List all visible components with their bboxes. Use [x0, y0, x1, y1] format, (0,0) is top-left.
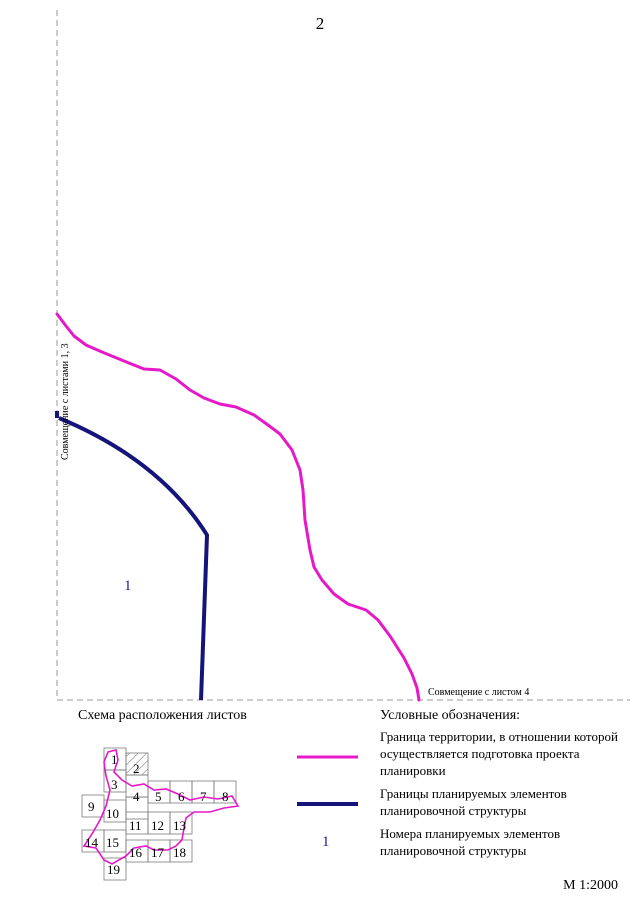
scheme-cell-1: 1	[111, 752, 118, 767]
left-alignment-label: Совмещение с листами 1, 3	[60, 343, 71, 460]
planned-element-number: 1	[124, 578, 132, 594]
scheme-cell-15: 15	[106, 835, 119, 850]
scheme-title: Схема расположения листов	[78, 708, 247, 723]
scheme-cell-19: 19	[107, 862, 120, 877]
territory-boundary-line	[55, 312, 421, 702]
map-scale: М 1:2000	[563, 878, 618, 893]
sheet-number: 2	[315, 14, 325, 33]
legend-element-text: Границы планируемых элементов планировоч…	[380, 786, 567, 818]
scheme-cell-4: 4	[133, 789, 140, 804]
scheme-territory-outline	[82, 749, 240, 865]
scheme-cell-7: 7	[200, 789, 207, 804]
scheme-cell-8: 8	[222, 789, 229, 804]
scheme-cell-13: 13	[173, 818, 186, 833]
scheme-cell-14: 14	[85, 835, 99, 850]
scheme-cell-17: 17	[151, 845, 165, 860]
scheme-cell-18: 18	[173, 845, 186, 860]
scheme-cell-2: 2	[133, 761, 140, 776]
scheme-cell-5: 5	[155, 789, 162, 804]
sheet-layout-scheme: 1 2 3 4 5 6 7 8 9 10 11 12 13 14 15 16 1…	[81, 747, 240, 881]
scheme-cell-3: 3	[111, 777, 118, 792]
legend-title: Условные обозначения:	[380, 708, 521, 723]
scheme-cell-12: 12	[151, 818, 164, 833]
scheme-cell-16: 16	[129, 845, 143, 860]
scheme-cell-9: 9	[88, 799, 95, 814]
legend-territory-text: Граница территории, в отношении которой …	[380, 729, 618, 778]
legend-number-symbol: 1	[322, 834, 330, 850]
scheme-cell-11: 11	[129, 818, 142, 833]
scheme-cell-10: 10	[106, 806, 119, 821]
legend-number-text: Номера планируемых элементов планировочн…	[380, 826, 561, 858]
scheme-cell-6: 6	[178, 789, 185, 804]
element-boundary-line	[58, 416, 209, 701]
bottom-alignment-label: Совмещение с листом 4	[428, 687, 530, 698]
